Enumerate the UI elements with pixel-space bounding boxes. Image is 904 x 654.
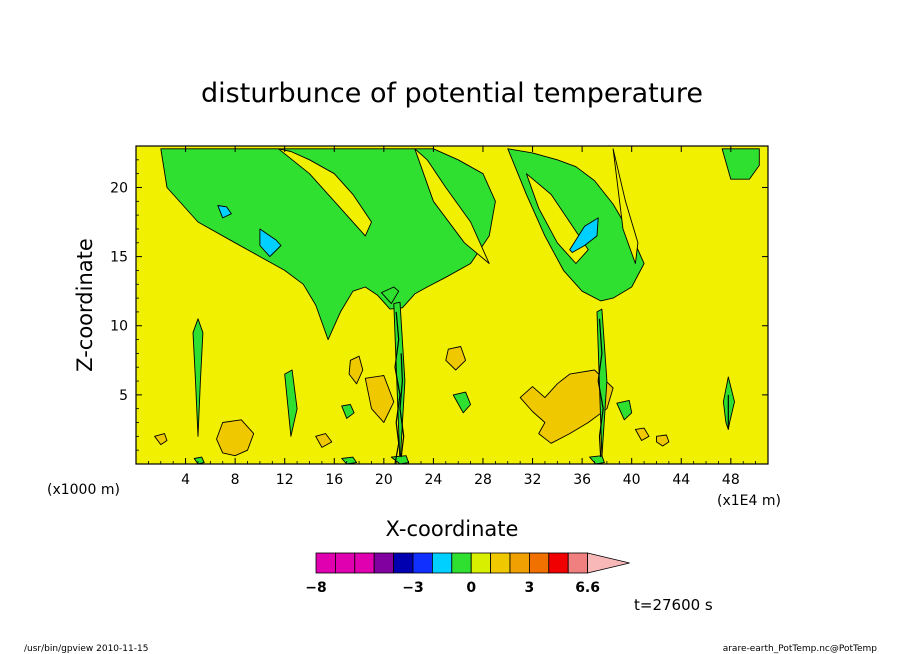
contour-region-green-9 [380, 286, 400, 305]
x-unit-left: (x1000 m) [47, 482, 120, 498]
colorbar-label-0: 0 [466, 580, 476, 596]
colorbar-arrow [587, 552, 630, 574]
contour-region-orange-16 [445, 346, 467, 371]
x-tick-label-8: 8 [231, 472, 240, 488]
colorbar-swatch-11 [529, 552, 550, 574]
y-tick-label-15: 15 [110, 250, 128, 266]
x-tick-label-24: 24 [424, 472, 442, 488]
colorbar-swatch-8 [470, 552, 492, 574]
x-tick-label-4: 4 [181, 472, 190, 488]
contour-region-orange-15 [348, 355, 364, 385]
colorbar-label--8: −8 [305, 580, 326, 596]
colorbar-label-3: 3 [525, 580, 535, 596]
contour-region-orange-14 [216, 419, 255, 457]
x-tick-label-20: 20 [375, 472, 393, 488]
contour-regions [154, 148, 760, 464]
x-tick-label-28: 28 [474, 472, 492, 488]
contour-region-green-0 [160, 148, 496, 341]
contour-region-green-28 [341, 456, 358, 464]
colorbar-swatch-0 [315, 552, 336, 574]
colorbar-swatch-12 [548, 552, 569, 574]
contour-region-green-8 [722, 376, 735, 430]
x-unit-right: (x1E4 m) [717, 493, 781, 509]
x-tick-label-16: 16 [325, 472, 343, 488]
contour-region-cyan-11 [569, 217, 599, 253]
y-tick-label-5: 5 [119, 388, 128, 404]
colorbar-labels: −8 −3 0 3 6.6 [305, 580, 600, 596]
footer-right: arare-earth_PotTemp.nc@PotTemp [723, 644, 878, 654]
colorbar-swatch-3 [373, 552, 395, 574]
contour-region-green-31 [589, 455, 605, 464]
contour-region-green-29 [193, 456, 205, 464]
time-label: t=27600 s [634, 596, 713, 614]
contour-region-green-2 [721, 148, 760, 180]
y-tick-label-20: 20 [110, 180, 128, 196]
contour-region-green-26 [596, 308, 608, 458]
colorbar-label--3: −3 [402, 580, 423, 596]
colorbar-swatch-2 [354, 552, 375, 574]
colorbar [315, 552, 630, 574]
colorbar-swatch-4 [393, 552, 414, 574]
colorbar-swatch-13 [567, 552, 589, 574]
contour-region-cyan-12 [217, 205, 232, 219]
colorbar-swatch-1 [334, 552, 356, 574]
contour-line-1 [399, 353, 405, 458]
contour-region-orange-13 [519, 369, 614, 444]
contour-region-orange-20 [634, 427, 650, 441]
contour-region-green-23 [341, 404, 355, 419]
contour-region-orange-18 [315, 433, 333, 448]
chart-title: disturbunce of potential temperature [201, 78, 703, 109]
y-axis-ticks: 5 10 15 20 [110, 159, 768, 451]
contour-lines [394, 311, 729, 464]
x-tick-label-44: 44 [672, 472, 690, 488]
contour-region-cyan-10 [259, 228, 282, 258]
contour-region-green-22 [452, 391, 472, 414]
footer-left: /usr/bin/gpview 2010-11-15 [24, 644, 148, 654]
x-axis-ticks: 4 8 12 16 20 24 28 32 36 40 44 48 [147, 146, 757, 488]
x-tick-label-48: 48 [722, 472, 740, 488]
contour-region-yellow-3 [278, 148, 372, 237]
contour-region-green-7 [192, 318, 204, 437]
contour-region-green-27 [284, 369, 298, 437]
colorbar-swatch-5 [412, 552, 433, 574]
colorbar-swatch-7 [451, 552, 472, 574]
plot-frame [135, 145, 769, 465]
colorbar-swatch-10 [509, 552, 530, 574]
colorbar-swatch-9 [490, 552, 511, 574]
y-axis-label: Z-coordinate [73, 238, 97, 372]
x-tick-label-12: 12 [276, 472, 294, 488]
contour-region-green-24 [616, 399, 633, 421]
y-tick-label-10: 10 [110, 319, 128, 335]
contour-line-0 [394, 311, 401, 464]
x-tick-label-36: 36 [573, 472, 591, 488]
contour-region-orange-19 [154, 433, 168, 446]
colorbar-swatch-6 [431, 552, 453, 574]
x-axis-label: X-coordinate [386, 517, 519, 541]
contour-region-orange-17 [364, 375, 395, 423]
contour-line-2 [597, 318, 604, 458]
contour-region-orange-21 [656, 434, 670, 447]
contour-region-yellow-5 [525, 173, 589, 264]
colorbar-label-6.6: 6.6 [575, 580, 600, 596]
contour-region-yellow-6 [612, 148, 639, 264]
x-tick-label-32: 32 [524, 472, 542, 488]
x-tick-label-40: 40 [623, 472, 641, 488]
contour-region-yellow-4 [414, 148, 490, 264]
